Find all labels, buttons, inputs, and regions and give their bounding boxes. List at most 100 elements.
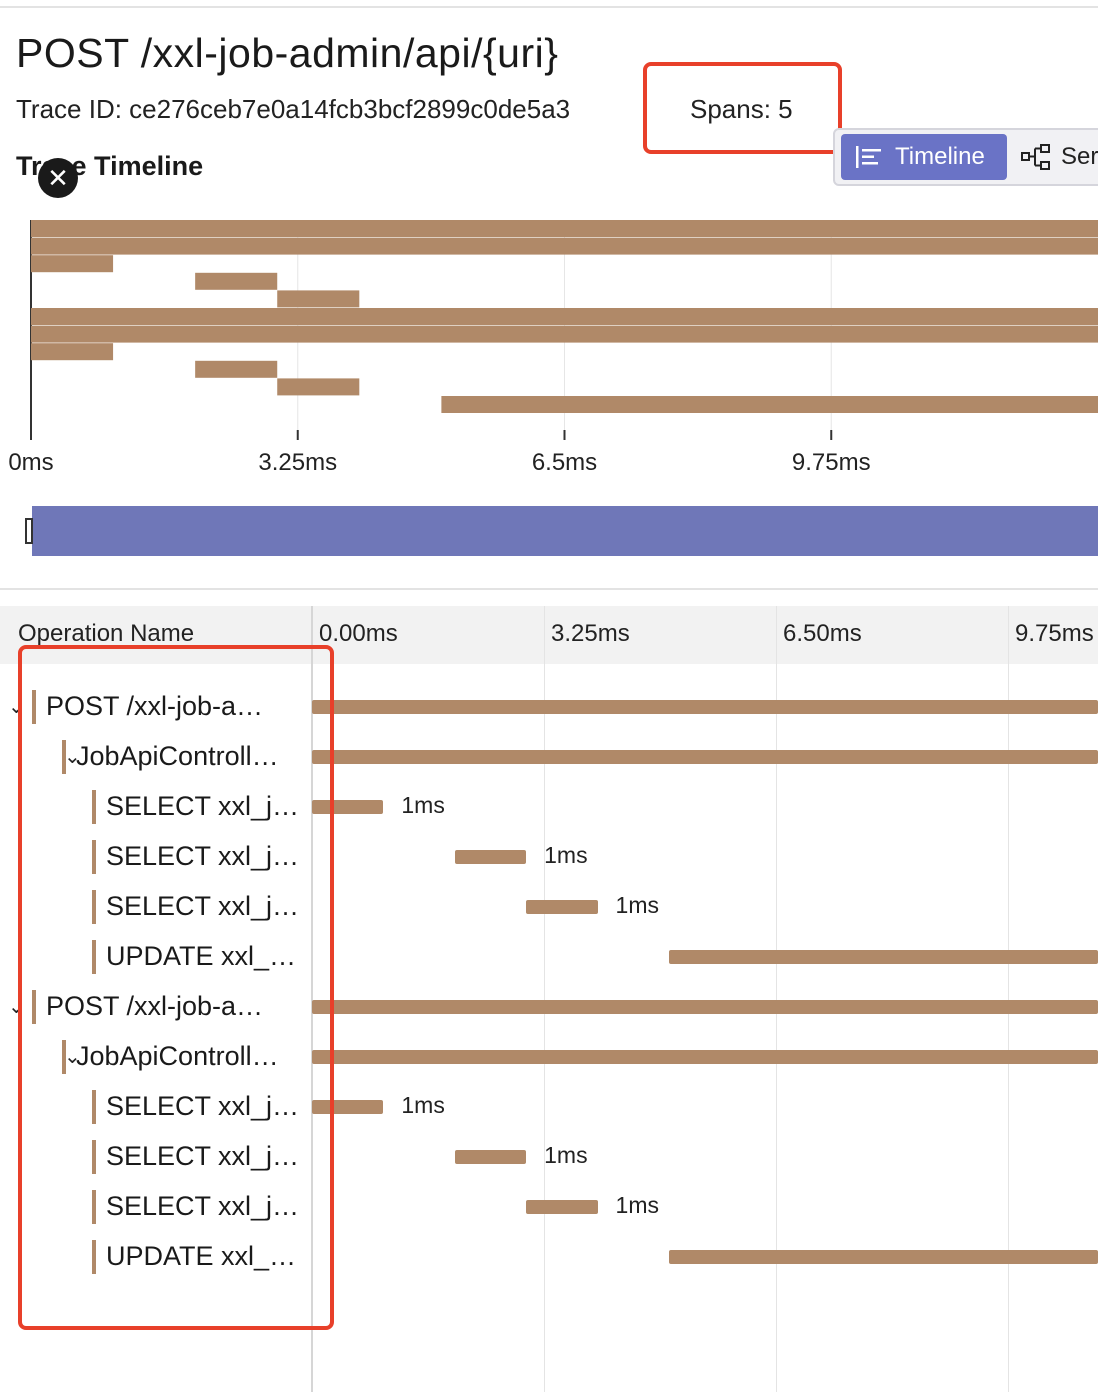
name-column-divider[interactable] <box>311 606 313 1392</box>
span-table-body: ⌄ POST /xxl-job-a… ⌄ JobApiControll… SELECT … <box>0 682 1098 1382</box>
trace-overview-chart <box>30 220 1098 440</box>
service-view-button[interactable]: Ser <box>1021 134 1098 180</box>
overview-span-bar <box>441 396 1098 413</box>
span-duration-bar[interactable] <box>312 1050 1098 1064</box>
span-operation-name[interactable]: JobApiControll… <box>76 741 279 771</box>
span-operation-name[interactable]: UPDATE xxl_… <box>106 941 297 971</box>
span-table-header <box>0 606 1098 664</box>
overview-tick-label: 0ms <box>8 449 54 476</box>
overview-tick-label: 3.25ms <box>258 449 338 476</box>
overview-span-bar <box>195 360 278 378</box>
timeline-header-tick: 0.00ms <box>319 620 398 647</box>
span-service-color <box>62 740 66 774</box>
span-row[interactable]: SELECT xxl_j… 1ms <box>0 832 1098 882</box>
span-row[interactable]: ⌄ POST /xxl-job-a… <box>0 682 1098 732</box>
span-count: Spans: 5 <box>690 94 793 124</box>
timeline-gridline <box>1008 606 1009 1392</box>
chevron-down-icon[interactable]: ⌄ <box>64 746 81 768</box>
section-divider <box>0 588 1098 590</box>
span-duration-bar[interactable] <box>526 900 598 914</box>
span-duration-bar[interactable] <box>312 1000 1098 1014</box>
span-duration-bar[interactable] <box>526 1200 598 1214</box>
view-switch: Timeline Ser <box>833 128 1098 186</box>
spans-highlight-box <box>643 62 842 154</box>
span-service-color <box>92 1090 96 1124</box>
service-tree-icon <box>1021 144 1050 170</box>
span-duration-bar[interactable] <box>668 950 1098 964</box>
overview-span-bar <box>195 272 278 290</box>
span-operation-name[interactable]: JobApiControll… <box>76 1041 279 1071</box>
span-duration-label: 1ms <box>401 1092 445 1118</box>
span-service-color <box>92 1190 96 1224</box>
timeline-view-label: Timeline <box>895 143 985 170</box>
span-row[interactable]: SELECT xxl_j… 1ms <box>0 1082 1098 1132</box>
span-operation-name[interactable]: POST /xxl-job-a… <box>46 691 264 721</box>
overview-span-bar <box>277 290 360 308</box>
span-duration-bar[interactable] <box>454 1150 527 1164</box>
span-service-color <box>32 690 36 724</box>
span-operation-name[interactable]: SELECT xxl_j… <box>106 791 300 821</box>
operation-name-highlight-box <box>18 645 334 1330</box>
timeline-header-tick: 3.25ms <box>551 620 630 647</box>
span-duration-label: 1ms <box>544 842 588 868</box>
span-service-color <box>32 990 36 1024</box>
timeline-gridline <box>544 606 545 1392</box>
span-operation-name[interactable]: UPDATE xxl_… <box>106 1241 297 1271</box>
span-duration-bar[interactable] <box>312 750 1098 764</box>
overview-span-bar <box>277 378 360 396</box>
service-view-label: Ser <box>1061 143 1098 170</box>
chevron-down-icon[interactable]: ⌄ <box>64 1046 81 1068</box>
timeline-header-tick: 6.50ms <box>783 620 862 647</box>
span-duration-bar[interactable] <box>454 850 527 864</box>
span-row[interactable]: ⌄ POST /xxl-job-a… <box>0 982 1098 1032</box>
overview-span-bar <box>31 255 114 273</box>
timeline-header-tick: 9.75ms <box>1015 620 1094 647</box>
overview-tick-label: 9.75ms <box>791 449 871 476</box>
span-operation-name[interactable]: POST /xxl-job-a… <box>46 991 264 1021</box>
span-row[interactable]: ⌄ JobApiControll… <box>0 1032 1098 1082</box>
close-icon[interactable]: ✕ <box>38 158 78 198</box>
span-row[interactable]: SELECT xxl_j… 1ms <box>0 1132 1098 1182</box>
span-operation-name[interactable]: SELECT xxl_j… <box>106 891 300 921</box>
overview-span-bar <box>31 220 1098 237</box>
top-divider <box>0 6 1098 8</box>
span-service-color <box>92 790 96 824</box>
operation-name-header: Operation Name <box>18 620 195 647</box>
span-duration-bar[interactable] <box>312 800 384 814</box>
list-timeline-icon <box>856 146 881 168</box>
timeline-gridline <box>776 606 777 1392</box>
minimap-left-handle[interactable] <box>25 518 33 544</box>
span-duration-bar[interactable] <box>312 700 1098 714</box>
timeline-view-button[interactable]: Timeline <box>841 134 1007 180</box>
span-operation-name[interactable]: SELECT xxl_j… <box>106 841 300 871</box>
span-row[interactable]: ⌄ JobApiControll… <box>0 732 1098 782</box>
overview-span-bar <box>31 308 1098 325</box>
span-service-color <box>92 840 96 874</box>
trace-id: Trace ID: ce276ceb7e0a14fcb3bcf2899c0de5… <box>16 94 571 124</box>
overview-span-bar <box>31 237 1098 255</box>
span-service-color <box>92 1140 96 1174</box>
span-row[interactable]: UPDATE xxl_… <box>0 932 1098 982</box>
span-duration-bar[interactable] <box>312 1100 384 1114</box>
span-service-color <box>62 1040 66 1074</box>
span-duration-label: 1ms <box>401 792 445 818</box>
trace-title: POST /xxl-job-admin/api/{uri} <box>16 30 559 76</box>
span-operation-name[interactable]: SELECT xxl_j… <box>106 1191 300 1221</box>
span-service-color <box>92 1240 96 1274</box>
span-operation-name[interactable]: SELECT xxl_j… <box>106 1091 300 1121</box>
span-duration-label: 1ms <box>615 892 659 918</box>
span-service-color <box>92 890 96 924</box>
span-row[interactable]: UPDATE xxl_… <box>0 1232 1098 1282</box>
span-operation-name[interactable]: SELECT xxl_j… <box>106 1141 300 1171</box>
span-row[interactable]: SELECT xxl_j… 1ms <box>0 782 1098 832</box>
span-row[interactable]: SELECT xxl_j… 1ms <box>0 882 1098 932</box>
overview-span-bar <box>31 325 1098 343</box>
overview-span-bar <box>31 343 114 361</box>
span-service-color <box>92 940 96 974</box>
minimap-range[interactable] <box>32 506 1098 556</box>
span-duration-bar[interactable] <box>668 1250 1098 1264</box>
span-row[interactable]: SELECT xxl_j… 1ms <box>0 1182 1098 1232</box>
overview-tick-label: 6.5ms <box>531 449 598 476</box>
span-duration-label: 1ms <box>615 1192 659 1218</box>
